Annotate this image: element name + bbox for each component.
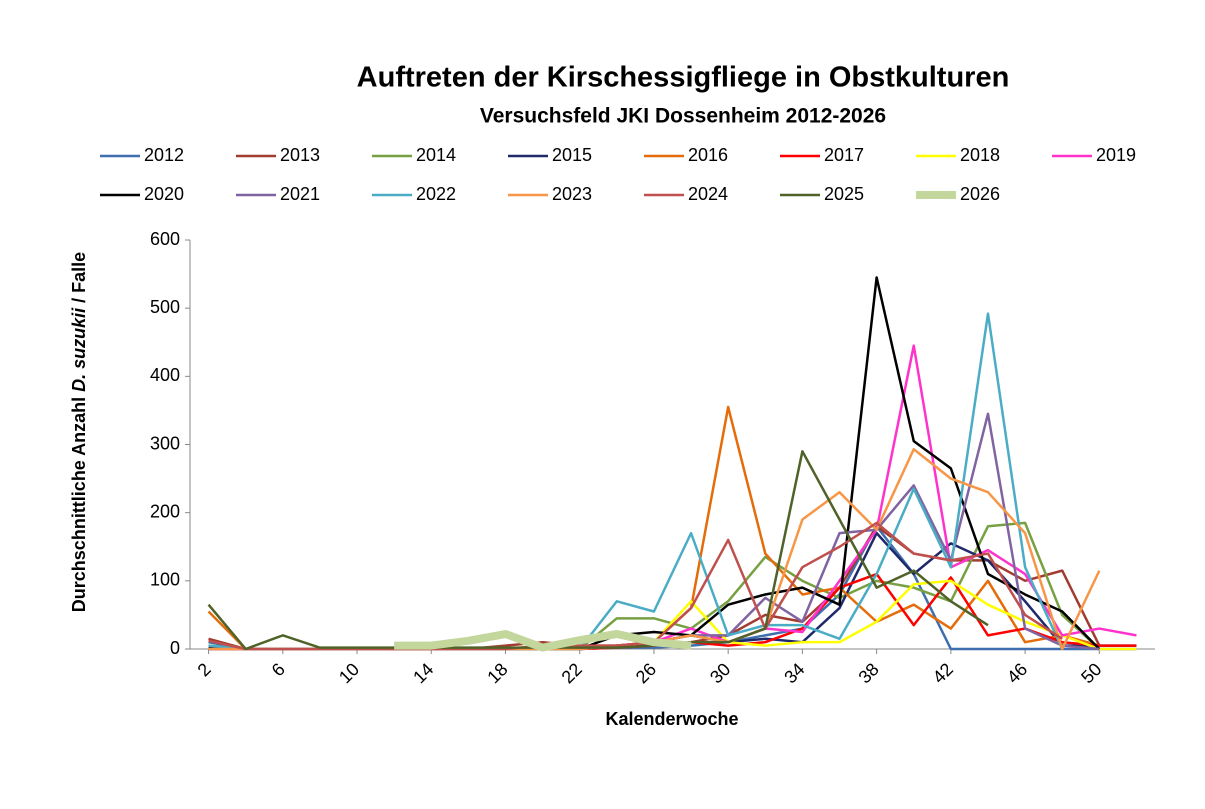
y-tick-label: 400 bbox=[150, 365, 180, 385]
legend-label: 2025 bbox=[824, 184, 864, 204]
x-tick-label: 10 bbox=[335, 659, 363, 687]
series-line bbox=[208, 525, 1101, 651]
x-tick-label: 34 bbox=[780, 659, 808, 687]
x-tick-label: 26 bbox=[632, 659, 660, 687]
y-axis-title: Durchschnittliche Anzahl D. suzukii / Fa… bbox=[69, 252, 89, 612]
y-tick-label: 200 bbox=[150, 501, 180, 521]
x-axis-title: Kalenderwoche bbox=[605, 709, 738, 729]
series-line bbox=[208, 521, 1101, 651]
x-tick-label: 18 bbox=[483, 659, 511, 687]
x-tick-label: 42 bbox=[929, 659, 957, 687]
x-tick-label: 38 bbox=[855, 659, 883, 687]
chart-subtitle: Versuchsfeld JKI Dossenheim 2012-2026 bbox=[480, 105, 886, 128]
series-line bbox=[208, 521, 1063, 651]
legend-label: 2014 bbox=[416, 145, 456, 165]
legend-label: 2012 bbox=[144, 145, 184, 165]
legend-label: 2017 bbox=[824, 145, 864, 165]
y-tick-label: 0 bbox=[170, 638, 180, 658]
y-tick-label: 500 bbox=[150, 297, 180, 317]
series-line bbox=[208, 525, 1137, 651]
legend-label: 2019 bbox=[1096, 145, 1136, 165]
series-line bbox=[208, 412, 1100, 651]
legend-label: 2024 bbox=[688, 184, 728, 204]
x-tick-label: 2 bbox=[194, 659, 215, 680]
legend-label: 2022 bbox=[416, 184, 456, 204]
y-axis-title-part: D. suzukii bbox=[69, 307, 89, 392]
x-tick-label: 46 bbox=[1003, 659, 1031, 687]
series-line bbox=[208, 344, 1137, 651]
legend-label: 2023 bbox=[552, 184, 592, 204]
y-tick-label: 300 bbox=[150, 433, 180, 453]
series-line bbox=[394, 630, 692, 652]
legend-label: 2013 bbox=[280, 145, 320, 165]
y-tick-label: 100 bbox=[150, 570, 180, 590]
legend-label: 2016 bbox=[688, 145, 728, 165]
legend-label: 2015 bbox=[552, 145, 592, 165]
series-line bbox=[207, 450, 989, 651]
x-tick-label: 6 bbox=[268, 659, 289, 680]
legend-label: 2021 bbox=[280, 184, 320, 204]
legend-label: 2018 bbox=[960, 145, 1000, 165]
legend-label: 2026 bbox=[960, 184, 1000, 204]
chart-title: Auftreten der Kirschessigfliege in Obstk… bbox=[357, 62, 1010, 94]
x-tick-label: 22 bbox=[558, 659, 586, 687]
x-tick-label: 14 bbox=[409, 659, 437, 687]
x-tick-label: 30 bbox=[706, 659, 734, 687]
x-tick-label: 50 bbox=[1077, 659, 1105, 687]
legend-label: 2020 bbox=[144, 184, 184, 204]
y-axis-title-part: Durchschnittliche Anzahl bbox=[69, 392, 89, 612]
y-axis-title-part: / Falle bbox=[69, 252, 89, 308]
y-tick-label: 600 bbox=[150, 229, 180, 249]
series-line bbox=[208, 531, 1137, 651]
